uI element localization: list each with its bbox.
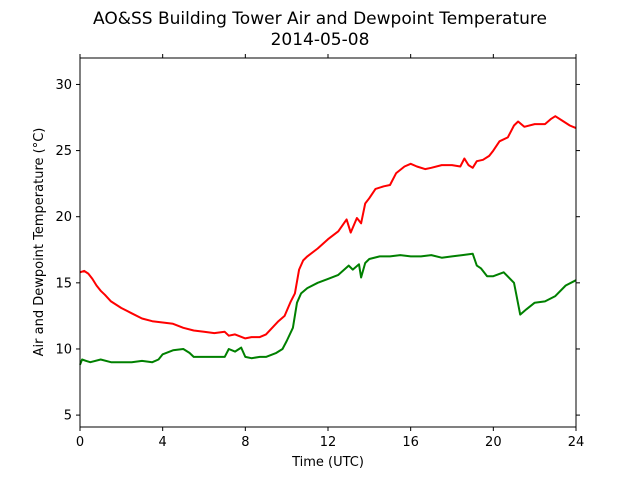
x-tick-label: 16 [402,435,419,450]
y-tick-label: 25 [55,144,72,159]
x-tick-label: 0 [76,435,84,450]
y-axis-label: Air and Dewpoint Temperature (°C) [32,128,47,357]
x-axis-label: Time (UTC) [291,455,364,470]
tick-layer: 0 4 8 12 16 20 24 5 10 15 20 25 30 [55,54,584,450]
series-line-2 [79,252,577,366]
y-tick-label: 20 [55,210,72,225]
x-tick-label: 4 [159,435,167,450]
chart-title: AO&SS Building Tower Air and Dewpoint Te… [93,9,547,29]
y-tick-label: 15 [55,276,72,291]
x-tick-label: 8 [241,435,249,450]
y-tick-label: 10 [55,342,72,357]
chart-subtitle: 2014-05-08 [271,30,370,50]
series-line-1 [79,115,577,340]
y-tick-label: 5 [64,409,72,424]
y-tick-label: 30 [55,78,72,93]
x-tick-label: 12 [320,435,337,450]
x-tick-label: 24 [568,435,585,450]
series-layer [79,115,577,366]
x-tick-label: 20 [485,435,502,450]
